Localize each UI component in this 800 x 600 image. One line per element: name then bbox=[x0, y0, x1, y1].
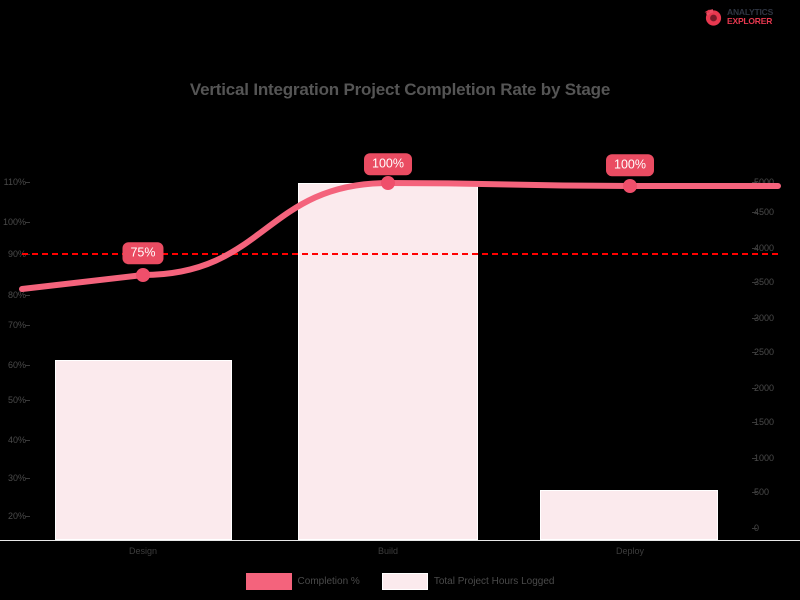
page-title: Vertical Integration Project Completion … bbox=[189, 80, 611, 99]
right-axis-tick-mark bbox=[752, 492, 757, 493]
right-axis-tick-label: 3000 bbox=[754, 313, 775, 323]
left-axis-tick-label: 30% bbox=[7, 473, 26, 483]
right-axis-tick-label: 4000 bbox=[754, 243, 775, 253]
logo-line-2: EXPLORER bbox=[727, 16, 773, 26]
left-axis-tick-mark bbox=[25, 295, 30, 296]
right-axis-tick-mark bbox=[752, 318, 757, 319]
right-y-axis: 5000450040003500300025002000150010005000 bbox=[752, 140, 798, 540]
left-y-axis: 110% 100% 90% 80% 70% 60% 50% 40% 30% 20% bbox=[0, 140, 30, 540]
chart-legend: Completion % Total Project Hours Logged bbox=[0, 573, 800, 590]
right-axis-tick-label: 4500 bbox=[754, 207, 775, 217]
brand-logo: ANALYTICS EXPLORER bbox=[702, 2, 790, 32]
legend-swatch bbox=[245, 573, 292, 590]
right-axis-tick-label: 3500 bbox=[754, 277, 775, 287]
right-axis-tick-mark bbox=[752, 388, 757, 389]
data-label-badge: 75% bbox=[122, 242, 164, 264]
right-axis-tick-mark bbox=[752, 528, 757, 529]
right-axis-tick-mark bbox=[752, 248, 757, 249]
left-axis-tick-mark bbox=[25, 365, 30, 366]
right-axis-tick-mark bbox=[752, 352, 757, 353]
legend-label: Total Project Hours Logged bbox=[433, 576, 555, 587]
line-marker-design[interactable] bbox=[136, 268, 150, 282]
right-axis-tick-label: 5000 bbox=[754, 177, 775, 187]
data-label-badge: 100% bbox=[364, 153, 412, 175]
bar-build[interactable] bbox=[298, 183, 478, 540]
bar-deploy[interactable] bbox=[540, 490, 718, 540]
right-axis-tick-mark bbox=[752, 422, 757, 423]
right-axis-tick-label: 500 bbox=[754, 487, 770, 497]
right-axis-tick-label: 1500 bbox=[754, 417, 775, 427]
bar-design[interactable] bbox=[55, 360, 232, 540]
data-label-badge: 100% bbox=[606, 154, 654, 176]
x-axis-label-build: Build bbox=[377, 546, 399, 556]
x-axis-label-design: Design bbox=[128, 546, 158, 556]
left-axis-tick-label: 80% bbox=[7, 290, 26, 300]
left-axis-tick-label: 100% bbox=[2, 217, 26, 227]
legend-item[interactable]: Total Project Hours Logged bbox=[381, 573, 555, 590]
right-axis-tick-mark bbox=[752, 458, 757, 459]
left-axis-tick-label: 70% bbox=[7, 320, 26, 330]
left-axis-tick-label: 90% bbox=[7, 249, 26, 259]
left-axis-tick-label: 50% bbox=[7, 395, 26, 405]
left-axis-tick-mark bbox=[25, 400, 30, 401]
right-axis-tick-label: 1000 bbox=[754, 453, 775, 463]
right-axis-tick-mark bbox=[752, 212, 757, 213]
line-marker-deploy[interactable] bbox=[623, 179, 637, 193]
logo-line-1: ANALYTICS bbox=[727, 7, 774, 18]
legend-label: Completion % bbox=[297, 576, 360, 587]
left-axis-tick-mark bbox=[25, 222, 30, 223]
x-axis-label-deploy: Deploy bbox=[615, 546, 645, 556]
left-axis-tick-label: 40% bbox=[7, 435, 26, 445]
right-axis-tick-label: 2500 bbox=[754, 347, 775, 357]
left-axis-tick-label: 110% bbox=[3, 177, 26, 187]
right-axis-tick-mark bbox=[752, 282, 757, 283]
logo-wordmark: ANALYTICS EXPLORER bbox=[727, 8, 773, 25]
left-axis-tick-mark bbox=[25, 182, 30, 183]
logo-mark-icon bbox=[702, 6, 724, 28]
left-axis-tick-mark bbox=[25, 325, 30, 326]
left-axis-tick-mark bbox=[25, 516, 30, 517]
legend-swatch bbox=[381, 573, 428, 590]
right-axis-tick-mark bbox=[752, 182, 757, 183]
left-axis-tick-mark bbox=[25, 440, 30, 441]
legend-item[interactable]: Completion % bbox=[245, 573, 360, 590]
x-axis-baseline bbox=[0, 540, 800, 541]
left-axis-tick-mark bbox=[25, 478, 30, 479]
left-axis-tick-label: 20% bbox=[7, 511, 26, 521]
right-axis-tick-label: 2000 bbox=[754, 383, 775, 393]
left-axis-tick-label: 60% bbox=[7, 360, 26, 370]
